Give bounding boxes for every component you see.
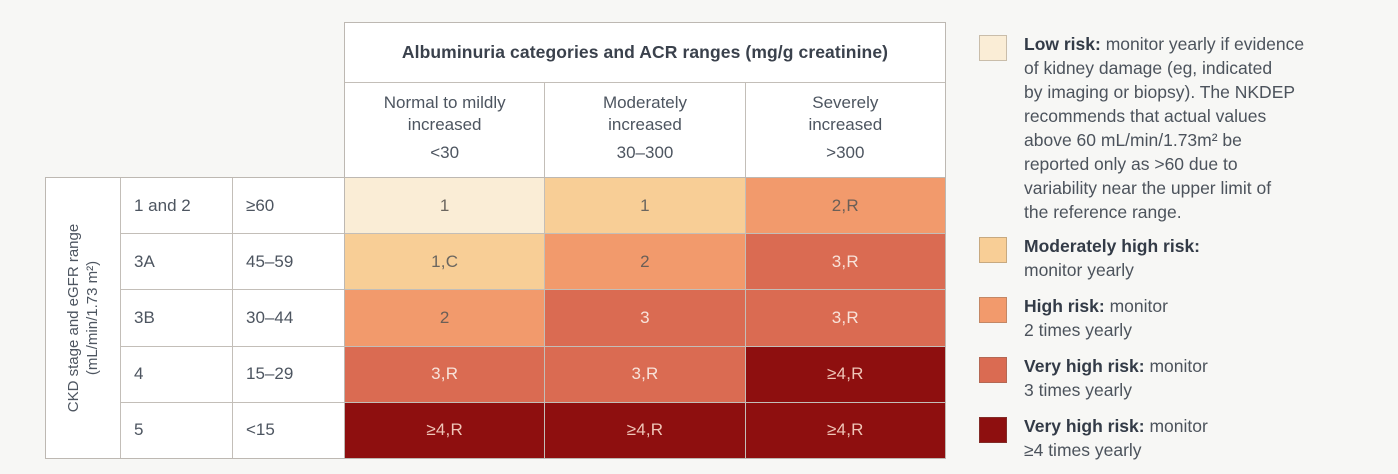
ckd-axis-label-cell: CKD stage and eGFR range (mL/min/1.73 m²… bbox=[46, 178, 120, 458]
risk-cell-r0c2: 2,R bbox=[745, 178, 945, 234]
column-header-severe: Severely increased >300 bbox=[745, 83, 945, 177]
ckd-axis-label: CKD stage and eGFR range (mL/min/1.73 m²… bbox=[65, 223, 101, 413]
risk-cell-r2c0: 2 bbox=[345, 290, 545, 346]
legend-swatch-low bbox=[979, 35, 1007, 61]
risk-cell-r4c2: ≥4,R bbox=[745, 402, 945, 458]
column-header-moderate: Moderately increased 30–300 bbox=[545, 83, 745, 177]
acr-range: 30–300 bbox=[616, 143, 674, 162]
column-header-normal: Normal to mildly increased <30 bbox=[345, 83, 545, 177]
stage-cell: 5 bbox=[121, 402, 232, 458]
risk-cell-r1c1: 2 bbox=[545, 234, 745, 290]
legend-text: Low risk: monitor yearly if evidence of … bbox=[1024, 34, 1305, 222]
legend-item-low-risk: Low risk: monitor yearly if evidence of … bbox=[979, 32, 1351, 224]
acr-range: >300 bbox=[826, 143, 865, 162]
legend-text: Very high risk: monitor 3 times yearly bbox=[1024, 356, 1208, 400]
legend-item-moderately-high-risk: Moderately high risk: monitor yearly bbox=[979, 234, 1351, 282]
risk-cell-r3c0: 3,R bbox=[345, 346, 545, 402]
risk-cell-r2c1: 3 bbox=[545, 290, 745, 346]
albuminuria-header-table: Albuminuria categories and ACR ranges (m… bbox=[344, 22, 946, 178]
risk-cell-r4c0: ≥4,R bbox=[345, 402, 545, 458]
risk-cell-r4c1: ≥4,R bbox=[545, 402, 745, 458]
risk-cell-r1c2: 3,R bbox=[745, 234, 945, 290]
risk-cell-r3c2: ≥4,R bbox=[745, 346, 945, 402]
risk-cell-r2c2: 3,R bbox=[745, 290, 945, 346]
legend-item-very-high-risk-3: Very high risk: monitor 3 times yearly bbox=[979, 354, 1351, 402]
egfr-cell: 30–44 bbox=[233, 290, 345, 346]
risk-cell-r0c0: 1 bbox=[345, 178, 545, 234]
legend-text: High risk: monitor 2 times yearly bbox=[1024, 296, 1168, 340]
stage-cell: 1 and 2 bbox=[121, 178, 232, 234]
column-label: Normal to mildly increased bbox=[383, 93, 506, 134]
stage-cell: 4 bbox=[121, 346, 232, 402]
acr-range: <30 bbox=[430, 143, 460, 162]
legend-swatch-veryhigh4 bbox=[979, 417, 1007, 443]
legend-swatch-high bbox=[979, 297, 1007, 323]
legend-item-very-high-risk-4: Very high risk: monitor ≥4 times yearly bbox=[979, 414, 1351, 462]
egfr-cell: <15 bbox=[233, 402, 345, 458]
ckd-stage-header-table: CKD stage and eGFR range (mL/min/1.73 m²… bbox=[45, 177, 346, 459]
legend-text: Moderately high risk: monitor yearly bbox=[1024, 236, 1201, 280]
legend-swatch-moderate bbox=[979, 237, 1007, 263]
risk-cell-r0c1: 1 bbox=[545, 178, 745, 234]
column-label: Severely increased bbox=[808, 93, 883, 134]
albuminuria-title: Albuminuria categories and ACR ranges (m… bbox=[345, 23, 945, 82]
risk-cell-r1c0: 1,C bbox=[345, 234, 545, 290]
stage-cell: 3A bbox=[121, 234, 232, 290]
egfr-cell: 45–59 bbox=[233, 234, 345, 290]
stage-cell: 3B bbox=[121, 290, 232, 346]
egfr-cell: 15–29 bbox=[233, 346, 345, 402]
risk-heatmap-grid: 1 1 2,R 1,C 2 3,R 2 3 3,R 3,R 3,R ≥4,R ≥… bbox=[344, 177, 946, 459]
column-label: Moderately increased bbox=[602, 93, 688, 134]
legend-text: Very high risk: monitor ≥4 times yearly bbox=[1024, 416, 1208, 460]
legend-swatch-veryhigh3 bbox=[979, 357, 1007, 383]
legend-item-high-risk: High risk: monitor 2 times yearly bbox=[979, 294, 1351, 342]
risk-cell-r3c1: 3,R bbox=[545, 346, 745, 402]
egfr-cell: ≥60 bbox=[233, 178, 345, 234]
